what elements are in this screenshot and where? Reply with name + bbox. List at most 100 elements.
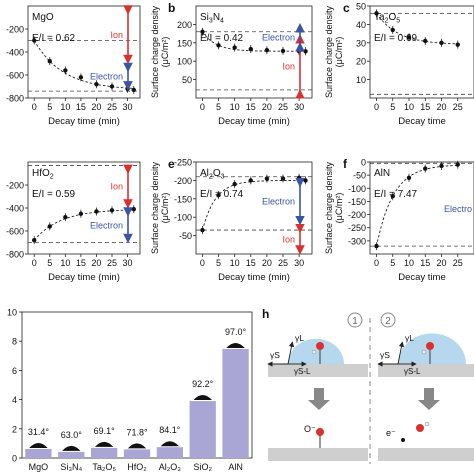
plot-frame xyxy=(369,5,474,99)
x-tick-label: 0 xyxy=(374,258,379,268)
ratio-label: E/I = 0.74 xyxy=(200,189,244,200)
fit-curve xyxy=(376,164,458,247)
contact-angle-label: 63.0° xyxy=(61,430,83,440)
x-tick-label: 25 xyxy=(107,258,117,268)
data-point xyxy=(200,227,205,233)
released-h xyxy=(424,421,430,427)
substrate xyxy=(378,364,474,377)
data-point xyxy=(94,82,99,87)
bar-chart-panel: 0 2 4 6 8 10 31.4° MgO 63.0° Si₃N₄ 69.1° Ta₂O₅ 71.8°… xyxy=(7,308,253,472)
fit-curve xyxy=(376,13,458,45)
contact-angle-label: 84.1° xyxy=(159,425,181,435)
x-axis-label: Decay time (min) xyxy=(48,272,120,283)
data-point xyxy=(296,175,302,181)
x-axis-label: Decay time (min) xyxy=(218,272,290,283)
data-point xyxy=(248,178,253,183)
electron-label: Electron xyxy=(262,197,295,207)
y-tick-label: -200 xyxy=(6,25,24,35)
fit-curve xyxy=(201,179,306,231)
data-point xyxy=(78,75,84,80)
electron-label: Electron xyxy=(262,32,295,42)
panel-letter-f: f xyxy=(343,157,348,171)
data-point xyxy=(439,163,444,169)
line-panel-AlN: 0 -50 -100 -150 -200 -250 -300 0 5 10 15 20 25 Decay … xyxy=(324,158,474,283)
data-point xyxy=(455,162,460,167)
y-tick-label: -600 xyxy=(6,227,24,237)
gamma-sl-label: γS-L xyxy=(294,367,311,376)
y-tick-label: -50 xyxy=(179,231,192,241)
panel-letter-h: h xyxy=(262,307,269,321)
data-point xyxy=(78,211,84,216)
data-point xyxy=(232,45,237,50)
x-tick-label: 25 xyxy=(453,258,463,268)
data-point xyxy=(390,27,395,33)
down-arrow-stem xyxy=(314,388,324,400)
data-point xyxy=(390,193,395,199)
x-tick-label: 15 xyxy=(76,102,86,112)
released-ion xyxy=(416,424,424,432)
y-tick-label: -100 xyxy=(348,184,366,194)
bar-HfO2 xyxy=(123,449,151,458)
y-tick-label: 40 xyxy=(356,20,366,30)
y-tick-label: -150 xyxy=(348,197,366,207)
step-1-label: 1 xyxy=(352,316,358,327)
ion-sphere-result xyxy=(316,428,324,436)
bottom-substrate xyxy=(268,448,368,461)
ratio-label: E/I = 0.59 xyxy=(32,189,76,200)
x-tick-label: 20 xyxy=(262,258,272,268)
ratio-label: E/I = 0.62 xyxy=(32,33,76,44)
x-tick-label: 5 xyxy=(216,258,221,268)
data-point xyxy=(303,178,308,183)
y-tick-label: 50 xyxy=(356,2,366,12)
material-label: AlN xyxy=(374,168,390,179)
x-tick-label: 30 xyxy=(294,102,304,112)
x-tick-label: 20 xyxy=(436,258,446,268)
data-point xyxy=(125,207,130,212)
ion-label: Ion xyxy=(282,61,295,71)
category-label: AlN xyxy=(228,462,243,472)
gamma-l-arrow xyxy=(397,341,405,365)
y-axis-label: Surface charge density xyxy=(324,161,334,254)
bar-Ta2O5 xyxy=(91,447,118,458)
material-label: MgO xyxy=(32,12,54,23)
data-point xyxy=(406,35,412,40)
gamma-s-label: γS xyxy=(380,350,390,360)
ion-sphere xyxy=(426,342,434,350)
h-sphere xyxy=(311,349,317,355)
x-tick-label: 10 xyxy=(60,102,70,112)
y-tick-label: -250 xyxy=(348,223,366,233)
y-axis-label: Surface charge density xyxy=(150,5,160,98)
data-point xyxy=(200,29,205,34)
bar-AlN xyxy=(222,348,249,458)
x-axis-label: Decay time (min) xyxy=(218,116,290,127)
data-point xyxy=(423,38,428,44)
data-point xyxy=(216,192,221,198)
panel-letter-c: c xyxy=(343,1,350,15)
x-tick-label: 20 xyxy=(436,102,446,112)
y-axis-unit: (μC/m²) xyxy=(334,193,344,224)
data-point xyxy=(131,206,136,212)
ion-label: Ion xyxy=(110,30,123,40)
droplet-icon xyxy=(160,441,180,447)
x-tick-label: 10 xyxy=(230,258,240,268)
ion-sphere xyxy=(316,342,324,350)
category-label: Si₃N₄ xyxy=(60,462,82,472)
panel-letter-b: b xyxy=(168,1,175,15)
droplet-icon xyxy=(29,442,48,448)
droplet-icon xyxy=(127,443,147,449)
x-tick-label: 10 xyxy=(230,102,240,112)
data-point xyxy=(439,40,444,45)
data-point xyxy=(264,176,270,181)
y-tick-label: -200 xyxy=(6,181,24,191)
x-tick-label: 15 xyxy=(420,102,430,112)
electron-result-label: e⁻ xyxy=(386,428,396,438)
bottom-substrate xyxy=(378,448,474,461)
data-point xyxy=(232,181,237,187)
y-tick-label: -800 xyxy=(6,250,24,260)
contact-angle-label: 69.1° xyxy=(94,426,116,436)
x-tick-label: 25 xyxy=(278,102,288,112)
x-tick-label: 10 xyxy=(404,102,414,112)
data-point xyxy=(109,84,115,89)
line-panel-Ta2O5: 10 20 30 40 50 0 5 10 15 20 25 Decay time Surface ch… xyxy=(324,2,474,127)
